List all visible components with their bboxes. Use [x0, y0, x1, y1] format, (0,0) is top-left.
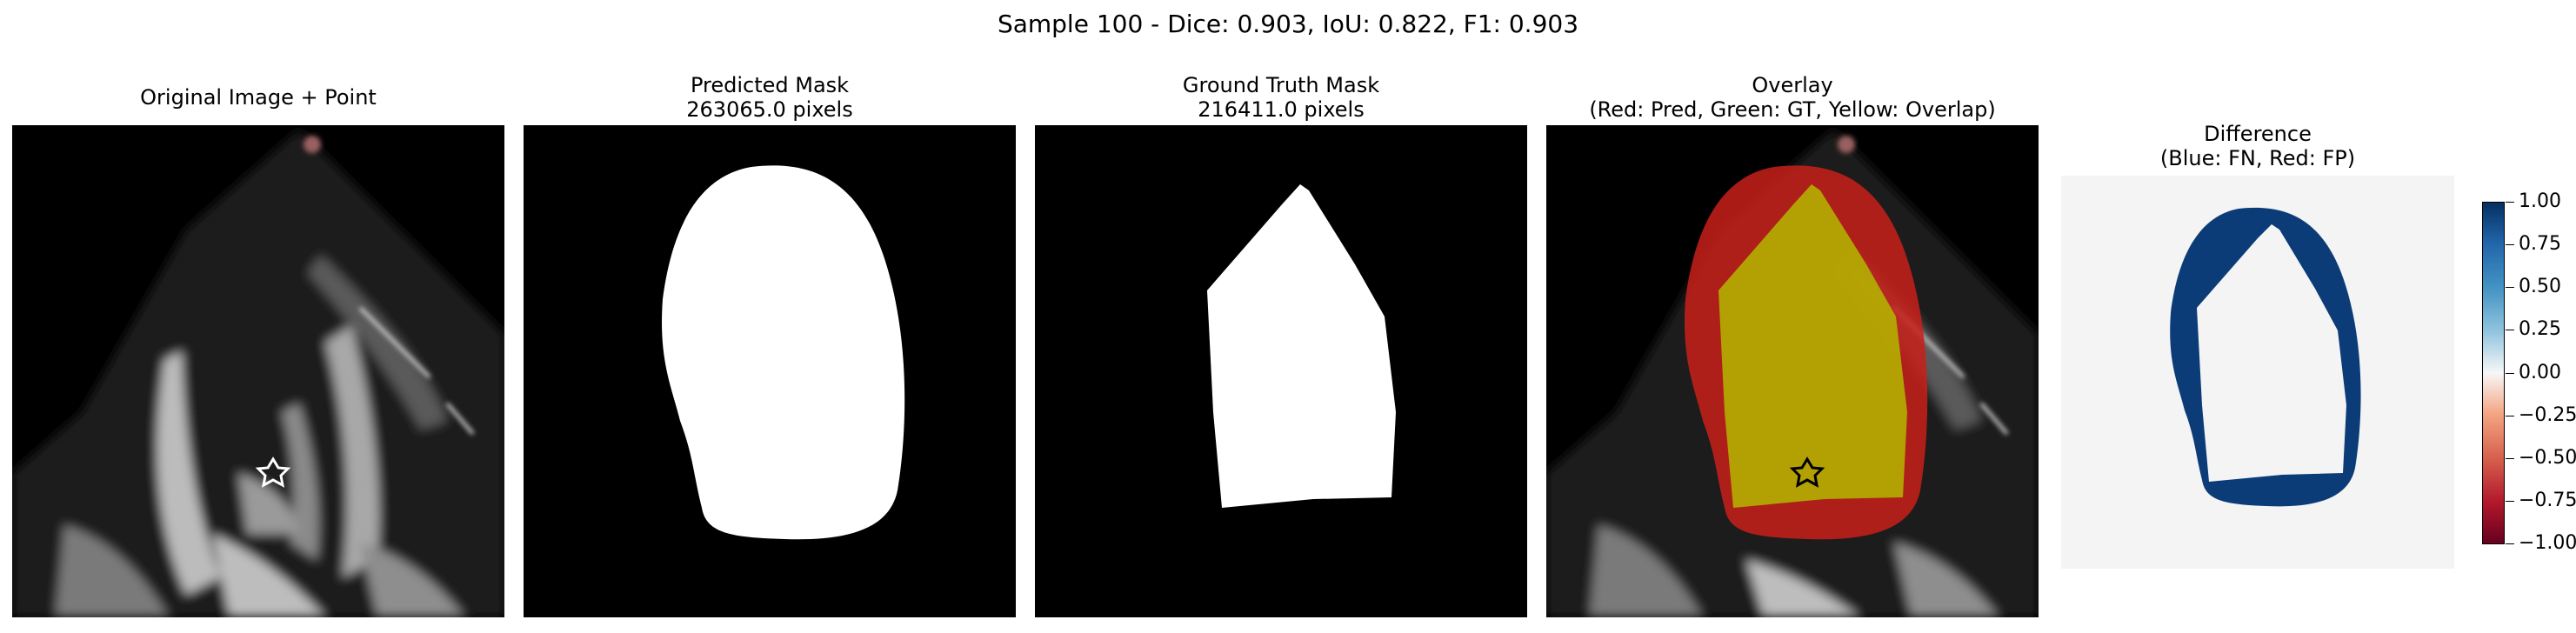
- colorbar-tick-label: 0.25: [2519, 319, 2561, 340]
- panel-title-predicted-line1: Predicted Mask: [524, 73, 1016, 97]
- ground-truth-mask-image: [1035, 125, 1527, 617]
- colorbar-tick-label: −0.75: [2519, 490, 2576, 511]
- colorbar-tick-label: 0.75: [2519, 234, 2561, 255]
- colorbar-tick: [2506, 501, 2514, 502]
- colorbar-tick: [2506, 287, 2514, 288]
- panel-predicted-mask: [524, 125, 1016, 617]
- difference-fn-region: [2170, 208, 2360, 506]
- panel-title-predicted: Predicted Mask 263065.0 pixels: [524, 73, 1016, 122]
- colorbar-tick: [2506, 458, 2514, 459]
- colorbar-tick: [2506, 373, 2514, 374]
- panel-title-ground-truth: Ground Truth Mask 216411.0 pixels: [1035, 73, 1527, 122]
- panel-ground-truth-mask: [1035, 125, 1527, 617]
- panel-title-overlay: Overlay (Red: Pred, Green: GT, Yellow: O…: [1546, 73, 2039, 122]
- colorbar-tick: [2506, 543, 2514, 544]
- colorbar-tick-label: −0.50: [2519, 448, 2576, 469]
- predicted-mask-region: [662, 165, 904, 539]
- panel-title-original: Original Image + Point: [12, 85, 504, 110]
- panel-title-original-line1: Original Image + Point: [12, 85, 504, 110]
- panel-title-predicted-line2: 263065.0 pixels: [524, 97, 1016, 122]
- panel-title-gt-line1: Ground Truth Mask: [1035, 73, 1527, 97]
- panel-title-difference: Difference (Blue: FN, Red: FP): [2061, 122, 2454, 170]
- colorbar-tick-label: 1.00: [2519, 191, 2561, 212]
- difference-colorbar: [2482, 202, 2505, 544]
- difference-image: [2061, 176, 2454, 569]
- overlay-image: [1546, 125, 2039, 617]
- panel-original-image: [12, 125, 504, 617]
- panel-title-overlay-line2: (Red: Pred, Green: GT, Yellow: Overlap): [1546, 97, 2039, 122]
- predicted-mask-image: [524, 125, 1016, 617]
- ultrasound-image: [12, 125, 504, 617]
- panel-title-gt-line2: 216411.0 pixels: [1035, 97, 1527, 122]
- colorbar-tick-label: 0.50: [2519, 277, 2561, 297]
- ground-truth-mask-region: [1207, 184, 1396, 508]
- colorbar-tick-label: −0.25: [2519, 405, 2576, 426]
- panel-title-overlay-line1: Overlay: [1546, 73, 2039, 97]
- panel-overlay: [1546, 125, 2039, 617]
- colorbar-tick: [2506, 244, 2514, 245]
- figure-suptitle: Sample 100 - Dice: 0.903, IoU: 0.822, F1…: [0, 7, 2576, 42]
- panel-difference: [2061, 176, 2454, 569]
- colorbar-tick: [2506, 202, 2514, 203]
- panel-title-diff-line2: (Blue: FN, Red: FP): [2061, 146, 2454, 170]
- colorbar-tick-label: 0.00: [2519, 363, 2561, 383]
- panel-title-diff-line1: Difference: [2061, 122, 2454, 146]
- colorbar-tick-label: −1.00: [2519, 533, 2576, 554]
